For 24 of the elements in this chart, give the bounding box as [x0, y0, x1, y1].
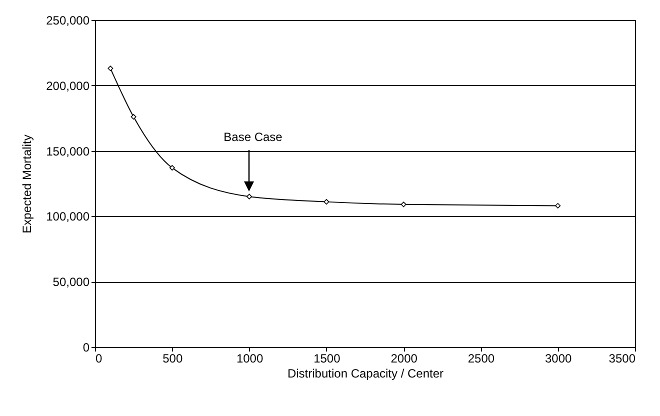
y-tick-label: 50,000	[52, 275, 90, 290]
point	[324, 199, 330, 205]
x-tick-label: 0	[96, 352, 102, 366]
x-tick-label: 1000	[236, 352, 264, 366]
y-tick-label: 250,000	[46, 14, 90, 28]
x-tick-label: 2000	[390, 352, 418, 366]
x-tick-label: 500	[162, 352, 183, 366]
y-axis-title: Expected Mortality	[20, 134, 34, 234]
point	[400, 202, 406, 208]
y-tick-label: 0	[82, 340, 90, 354]
x-tick-label: 3000	[545, 352, 572, 366]
point	[555, 202, 561, 208]
x-tick-label: 3500	[608, 352, 636, 366]
x-tick-label: 1500	[314, 352, 341, 366]
point	[108, 66, 114, 72]
y-tick-label: 150,000	[46, 144, 90, 158]
y-tick-label: 100,000	[46, 210, 90, 224]
y-tick-label: 200,000	[46, 78, 90, 93]
annotation: Base Case	[224, 130, 283, 144]
x-axis-title: Distribution Capacity / Center	[287, 366, 444, 380]
point	[169, 165, 175, 171]
point	[130, 114, 136, 120]
point	[246, 194, 252, 200]
x-tick-label: 2500	[468, 352, 495, 366]
